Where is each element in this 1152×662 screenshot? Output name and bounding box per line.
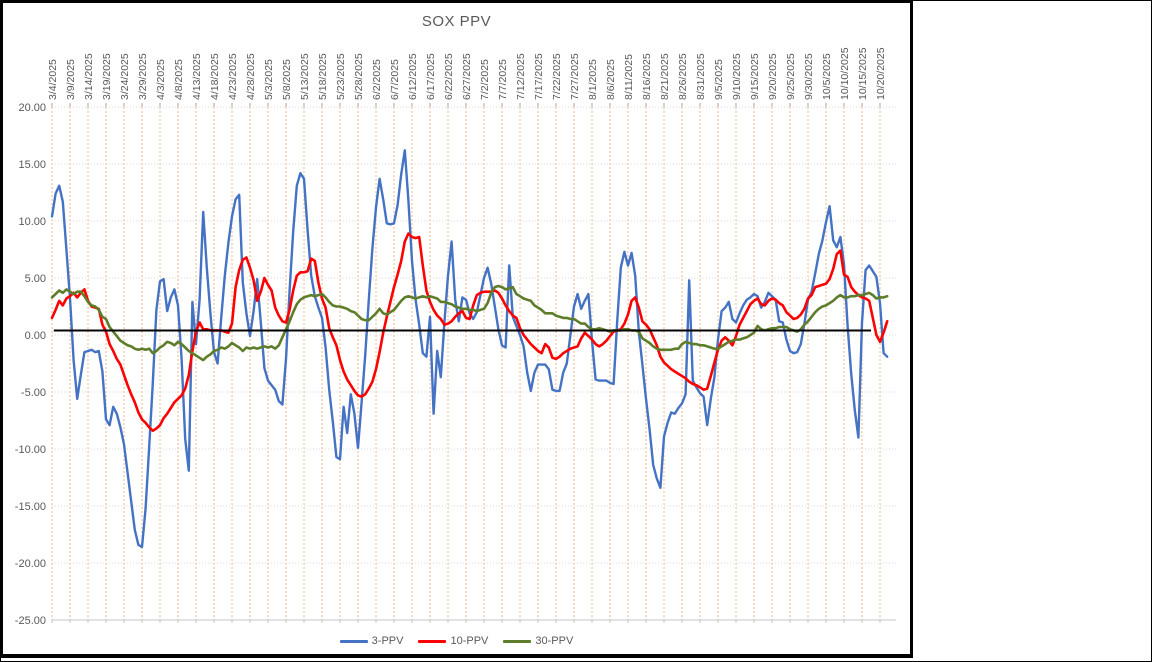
x-axis-tick-label: 3/4/2025 <box>47 59 59 100</box>
x-axis-tick-label: 6/27/2025 <box>461 53 473 100</box>
x-axis-tick-label: 3/9/2025 <box>65 59 77 100</box>
y-axis-tick-label: 5.00 <box>25 273 46 285</box>
x-axis-tick-label: 7/22/2025 <box>551 53 563 100</box>
y-axis-tick-label: -10.00 <box>15 444 46 456</box>
y-axis-tick-label: -15.00 <box>15 501 46 513</box>
x-axis-tick-label: 9/10/2025 <box>731 53 743 100</box>
x-axis-tick-label: 3/14/2025 <box>83 53 95 100</box>
legend-swatch-30ppv-icon <box>503 639 532 643</box>
x-axis-tick-label: 8/21/2025 <box>659 53 671 100</box>
x-axis-tick-label: 10/5/2025 <box>821 53 833 100</box>
x-axis-tick-label: 5/13/2025 <box>299 53 311 100</box>
x-axis-labels: 3/4/2025 3/9/2025 3/14/2025 3/19/2025 3/24/2… <box>47 47 887 100</box>
y-axis-tick-label: -5.00 <box>21 387 46 399</box>
x-axis-tick-label: 9/20/2025 <box>767 53 779 100</box>
x-axis-tick-label: 4/3/2025 <box>155 59 167 100</box>
x-axis-tick-label: 6/17/2025 <box>425 53 437 100</box>
x-axis-tick-label: 3/19/2025 <box>101 53 113 100</box>
series-line-30-ppv[interactable] <box>50 284 889 362</box>
y-axis-tick-label: 10.00 <box>18 216 46 228</box>
legend-label-30ppv: 30-PPV <box>535 635 574 647</box>
x-axis-tick-label: 9/15/2025 <box>749 53 761 100</box>
chart-frame[interactable]: SOX PPV 20.00 15.00 10.00 5.00 0.00 -5.00 -10.… <box>1 1 913 658</box>
x-axis-tick-label: 8/11/2025 <box>623 54 635 100</box>
x-axis-tick-label: 3/29/2025 <box>137 53 149 100</box>
legend-swatch-3ppv-icon <box>339 639 368 643</box>
vertical-gridlines <box>51 103 881 623</box>
chart-plot[interactable]: 20.00 15.00 10.00 5.00 0.00 -5.00 -10.00 -15.00… <box>3 3 910 654</box>
x-axis-tick-label: 9/30/2025 <box>803 53 815 100</box>
x-axis-tick-label: 4/18/2025 <box>209 53 221 100</box>
legend-swatch-10ppv-icon <box>418 639 447 643</box>
x-axis-tick-label: 6/2/2025 <box>371 59 383 100</box>
x-axis-tick-label: 7/17/2025 <box>533 53 545 100</box>
chart-title[interactable]: SOX PPV <box>421 13 492 30</box>
chart-legend: 3-PPV 10-PPV 30-PPV <box>3 635 910 647</box>
x-axis-tick-label: 8/26/2025 <box>677 53 689 100</box>
x-axis-tick-label: 5/18/2025 <box>317 53 329 100</box>
x-axis-tick-label: 10/15/2025 <box>857 47 869 100</box>
series-line-3-ppv[interactable] <box>50 149 889 549</box>
x-axis-tick-label: 7/27/2025 <box>569 53 581 100</box>
x-axis-tick-label: 5/8/2025 <box>281 59 293 100</box>
legend-label-3ppv: 3-PPV <box>371 635 404 647</box>
x-axis-tick-label: 9/25/2025 <box>785 53 797 100</box>
x-axis-tick-label: 6/7/2025 <box>389 59 401 100</box>
x-axis-tick-label: 8/16/2025 <box>641 53 653 100</box>
x-axis-tick-label: 7/12/2025 <box>515 53 527 100</box>
x-axis-tick-label: 5/23/2025 <box>335 53 347 100</box>
x-axis-tick-label: 7/2/2025 <box>479 59 491 100</box>
x-axis-tick-label: 6/12/2025 <box>407 53 419 100</box>
x-axis-tick-label: 8/6/2025 <box>605 59 617 100</box>
legend-item-3ppv[interactable]: 3-PPV <box>339 635 404 647</box>
y-axis-tick-label: 15.00 <box>18 159 46 171</box>
x-axis-tick-label: 5/28/2025 <box>353 53 365 100</box>
x-axis-tick-label: 7/7/2025 <box>497 59 509 100</box>
x-axis-tick-label: 10/20/2025 <box>875 47 887 100</box>
x-axis-tick-label: 8/31/2025 <box>695 53 707 100</box>
y-axis-tick-label: -25.00 <box>15 615 46 627</box>
x-axis-tick-label: 4/13/2025 <box>191 53 203 100</box>
horizontal-gridlines: 20.00 15.00 10.00 5.00 0.00 -5.00 -10.00 -15.00… <box>15 102 896 627</box>
x-axis-tick-label: 6/22/2025 <box>443 53 455 100</box>
y-axis-tick-label: -20.00 <box>15 558 46 570</box>
legend-item-30ppv[interactable]: 30-PPV <box>503 635 573 647</box>
x-axis-tick-label: 9/5/2025 <box>713 59 725 100</box>
x-axis-tick-label: 5/3/2025 <box>263 59 275 100</box>
legend-label-10ppv: 10-PPV <box>450 635 489 647</box>
x-axis-tick-label: 8/1/2025 <box>587 59 599 100</box>
y-axis-tick-label: 20.00 <box>18 102 46 114</box>
x-axis-tick-label: 4/28/2025 <box>245 53 257 100</box>
y-axis-tick-label: 0.00 <box>25 330 46 342</box>
x-axis-tick-label: 3/24/2025 <box>119 53 131 100</box>
legend-item-10ppv[interactable]: 10-PPV <box>418 635 488 647</box>
x-axis-tick-label: 4/8/2025 <box>173 59 185 100</box>
series-line-10-ppv[interactable] <box>50 232 889 433</box>
x-axis-tick-label: 10/10/2025 <box>839 47 851 100</box>
x-axis-tick-label: 4/23/2025 <box>227 53 239 100</box>
